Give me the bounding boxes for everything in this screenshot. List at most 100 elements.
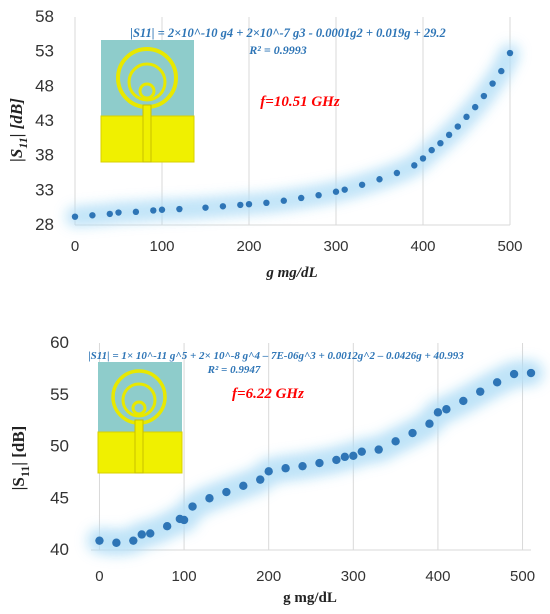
x-tick-label: 100 [149,238,174,255]
data-point [391,437,400,446]
data-point [357,447,366,456]
x-tick-label: 500 [497,238,522,255]
svg-text:|S11| [dB]: |S11| [dB] [7,98,30,162]
middle-ring [121,382,157,418]
y-tick-label: 28 [35,215,54,234]
data-point [341,186,348,193]
bottom-trend-equation: |S11| = 1× 10^-11 g^5 + 2× 10^-8 g^4 – 7… [88,350,464,362]
data-point [454,123,461,130]
data-point [256,475,265,484]
data-point [202,204,209,211]
y-tick-label: 60 [50,333,69,352]
data-point [71,213,79,220]
data-point [480,92,488,100]
data-point [146,529,155,538]
data-point [376,176,383,183]
data-point [115,209,122,216]
top-data-points [71,49,514,220]
data-point [463,113,470,121]
middle-ring [127,62,167,102]
data-point [263,199,270,207]
data-point [358,181,366,188]
top-chart: |S11| = 2×10^-10 g4 + 2×10^-7 g3 - 0.000… [7,7,523,281]
bottom-y-axis-title: |S11| [dB] [9,426,32,491]
data-point [176,205,183,213]
data-point [476,387,485,396]
y-tick-label: 55 [50,385,69,404]
data-point [459,396,468,406]
data-point [158,206,166,213]
data-point [315,191,322,199]
data-point [150,207,157,214]
data-point [237,201,244,209]
top-frequency-label: f=10.51 GHz [260,94,340,110]
inner-ring [138,82,156,100]
data-point [112,538,121,547]
data-point [419,155,427,162]
bottom-x-axis-title: g mg/dL [283,590,337,606]
top-y-axis-title: |S11| [dB] [7,98,30,162]
y-tick-label: 43 [35,111,54,130]
top-y-tick-labels: 28 33 38 43 48 53 58 [35,7,54,234]
data-point [526,368,536,378]
data-point [137,530,146,539]
data-point [349,451,358,461]
data-point [89,212,96,219]
data-point [106,210,114,218]
top-x-tick-labels: 0 100 200 300 400 500 [71,238,523,255]
data-point [442,405,451,414]
data-point [95,536,104,545]
data-point [280,197,287,204]
data-point [506,49,514,57]
data-point [162,521,172,531]
feed-line [142,104,152,163]
top-r-squared: R² = 0.9993 [248,43,306,57]
y-tick-label: 58 [35,7,54,26]
data-point [298,461,307,471]
data-point [129,536,138,545]
data-point [433,408,443,417]
data-point [411,162,418,169]
data-point [188,502,197,511]
data-point [132,208,140,216]
data-point [179,515,189,525]
data-point [340,452,350,462]
y-tick-label: 33 [35,180,54,199]
y-tick-label: 38 [35,146,54,165]
y-tick-label: 40 [50,540,69,559]
data-point [489,80,496,87]
data-point [245,201,253,208]
data-point [298,194,305,202]
top-antenna-inset [100,40,195,163]
x-tick-label: 400 [410,238,435,255]
data-point [374,445,383,454]
data-point [472,103,479,111]
bottom-x-tick-labels: 0 100 200 300 400 500 [95,568,535,585]
bottom-chart: |S11| = 1× 10^-11 g^5 + 2× 10^-8 g^4 – 7… [9,333,542,606]
data-point [445,131,453,139]
data-point [393,169,401,177]
x-tick-label: 100 [172,568,197,585]
x-tick-label: 200 [256,568,281,585]
bottom-antenna-inset [97,362,183,474]
data-point [205,494,214,503]
svg-text:|S11| [dB]: |S11| [dB] [9,426,32,491]
data-point [408,428,417,438]
bottom-data-points [95,368,536,547]
y-tick-label: 53 [35,42,54,61]
data-point [219,203,227,210]
data-point [332,455,341,465]
x-tick-label: 200 [236,238,261,255]
bottom-y-tick-labels: 40 45 50 55 60 [50,333,69,559]
data-point [281,464,290,473]
data-point [437,139,444,147]
x-tick-label: 400 [425,568,450,585]
data-point [498,67,505,75]
x-tick-label: 500 [510,568,535,585]
top-trend-equation: |S11| = 2×10^-10 g4 + 2×10^-7 g3 - 0.000… [130,26,446,40]
x-tick-label: 0 [95,568,103,585]
data-point [264,467,273,476]
y-tick-label: 50 [50,437,69,456]
x-tick-label: 300 [341,568,366,585]
